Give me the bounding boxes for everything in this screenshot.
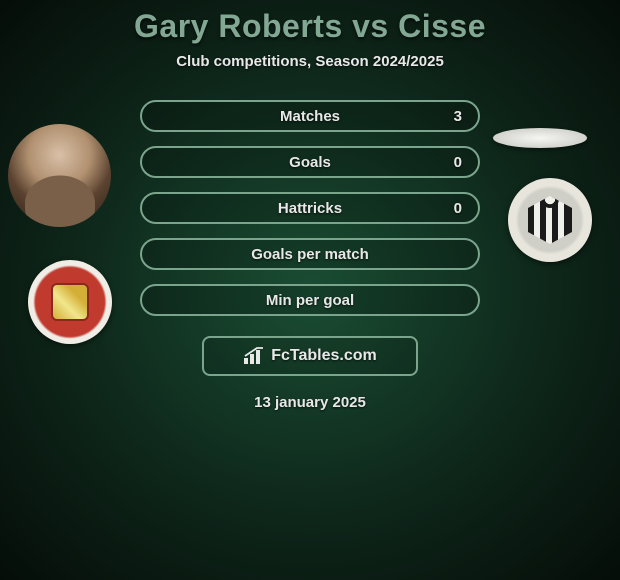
stat-label: Goals per match [251, 246, 369, 263]
chart-icon [243, 347, 265, 365]
stat-right-value: 0 [454, 200, 462, 217]
stat-row-goals: Goals 0 [140, 146, 480, 178]
club-crest-icon [528, 196, 572, 244]
stat-row-goals-per-match: Goals per match [140, 238, 480, 270]
stat-label: Matches [280, 108, 340, 125]
stat-row-min-per-goal: Min per goal [140, 284, 480, 316]
player1-club-badge [28, 260, 112, 344]
brand-text: FcTables.com [271, 347, 377, 365]
stat-label: Min per goal [266, 292, 354, 309]
stat-label: Hattricks [278, 200, 342, 217]
player2-club-badge [508, 178, 592, 262]
player2-avatar-placeholder [493, 128, 587, 148]
stat-right-value: 3 [454, 108, 462, 125]
stat-right-value: 0 [454, 154, 462, 171]
subtitle: Club competitions, Season 2024/2025 [0, 53, 620, 70]
stat-label: Goals [289, 154, 331, 171]
brand-box: FcTables.com [202, 336, 418, 376]
player1-avatar [8, 124, 111, 227]
stat-row-hattricks: Hattricks 0 [140, 192, 480, 224]
stat-row-matches: Matches 3 [140, 100, 480, 132]
comparison-card: Gary Roberts vs Cisse Club competitions,… [0, 0, 620, 411]
date: 13 january 2025 [0, 394, 620, 411]
title: Gary Roberts vs Cisse [0, 8, 620, 45]
club-crest-icon [51, 283, 89, 321]
